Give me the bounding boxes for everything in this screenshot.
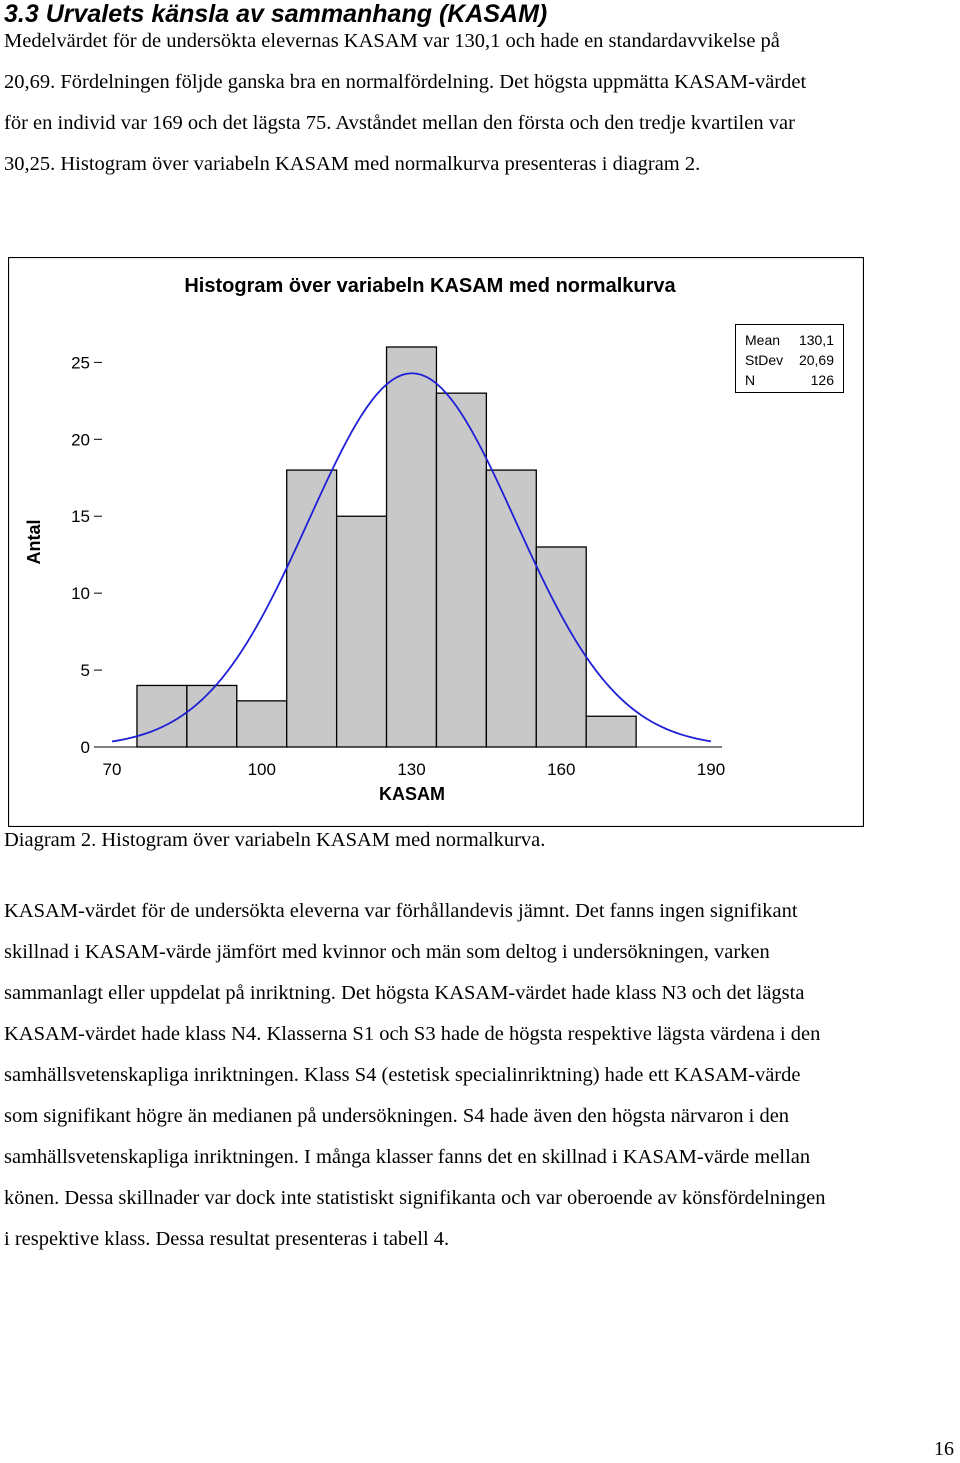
histogram-chart: Histogram över variabeln KASAM med norma… xyxy=(8,257,864,827)
paragraph-line: 20,69. Fördelningen följde ganska bra en… xyxy=(4,71,807,93)
x-tick-label: 100 xyxy=(248,760,276,779)
paragraph-line: i respektive klass. Dessa resultat prese… xyxy=(4,1228,450,1250)
histogram-bar xyxy=(585,715,637,748)
paragraph-line: som signifikant högre än medianen på und… xyxy=(4,1105,790,1127)
y-tick-label: 0 xyxy=(81,738,90,757)
paragraph-line: könen. Dessa skillnader var dock inte st… xyxy=(4,1187,826,1209)
x-tick-label: 70 xyxy=(103,760,122,779)
paragraph-line: sammanlagt eller uppdelat på inriktning.… xyxy=(4,982,805,1004)
stats-value-n: 126 xyxy=(811,372,835,388)
paragraph-line: för en individ var 169 och det lägsta 75… xyxy=(4,112,795,134)
x-tick-label: 160 xyxy=(547,760,575,779)
y-tick-label: 25 xyxy=(71,353,90,372)
paragraph-line: skillnad i KASAM-värde jämfört med kvinn… xyxy=(4,941,770,963)
paragraph-line: KASAM-värdet hade klass N4. Klasserna S1… xyxy=(4,1023,821,1045)
x-tick-label: 130 xyxy=(397,760,425,779)
chart-title: Histogram över variabeln KASAM med norma… xyxy=(184,275,676,297)
normal-curve xyxy=(111,372,712,743)
stats-value-mean: 130,1 xyxy=(799,332,834,348)
histogram-bar xyxy=(485,469,537,748)
histogram-bar xyxy=(435,392,488,748)
plot-area: 0 5 10 15 20 25 70 100 130 160 190 xyxy=(71,346,725,779)
page-number: 16 xyxy=(934,1438,954,1460)
stats-box: Mean 130,1 StDev 20,69 N 126 xyxy=(735,324,844,393)
histogram-bar xyxy=(535,546,587,748)
paragraph-line: KASAM-värdet för de undersökta eleverna … xyxy=(4,900,798,922)
histogram-bar xyxy=(236,700,288,748)
stats-label-n: N xyxy=(745,372,755,388)
histogram-bar xyxy=(136,684,188,748)
histogram-bar xyxy=(286,469,338,748)
x-axis-label: KASAM xyxy=(379,784,445,804)
y-tick-label: 15 xyxy=(71,507,90,526)
intro-paragraph: Medelvärdet för de undersökta elevernas … xyxy=(4,21,934,185)
paragraph-line: samhällsvetenskapliga inriktningen. I må… xyxy=(4,1146,811,1168)
section-heading: 3.3 Urvalets känsla av sammanhang (KASAM… xyxy=(4,0,548,28)
y-tick-label: 5 xyxy=(81,661,90,680)
x-tick-label: 190 xyxy=(697,760,725,779)
y-axis-label: Antal xyxy=(24,520,44,565)
y-tick-label: 20 xyxy=(71,430,90,449)
histogram-bar xyxy=(335,515,388,748)
results-paragraph: KASAM-värdet för de undersökta eleverna … xyxy=(4,891,934,1260)
stats-value-stdev: 20,69 xyxy=(799,352,834,368)
stats-label-mean: Mean xyxy=(745,332,780,348)
stats-box-frame xyxy=(735,324,844,393)
paragraph-line: 30,25. Histogram över variabeln KASAM me… xyxy=(4,153,701,175)
histogram-bar xyxy=(186,684,238,748)
histogram-bar xyxy=(385,346,438,748)
paragraph-line: samhällsvetenskapliga inriktningen. Klas… xyxy=(4,1064,801,1086)
y-tick-label: 10 xyxy=(71,584,90,603)
paragraph-line: Medelvärdet för de undersökta elevernas … xyxy=(4,30,780,52)
stats-label-stdev: StDev xyxy=(745,352,783,368)
figure-caption: Diagram 2. Histogram över variabeln KASA… xyxy=(4,829,546,851)
